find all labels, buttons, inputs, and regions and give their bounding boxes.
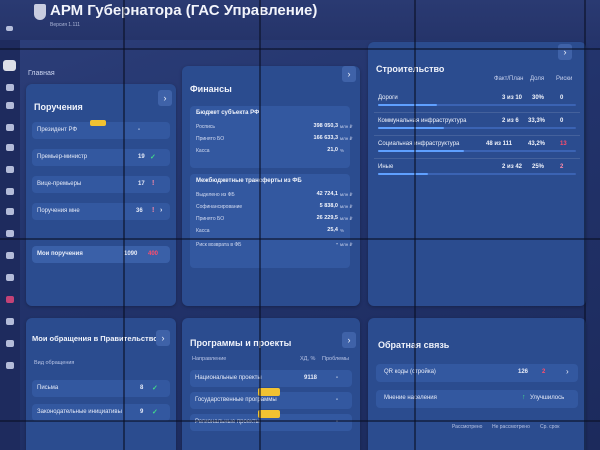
chevron-right-icon[interactable]: › — [160, 207, 163, 214]
progress-bar — [378, 150, 576, 152]
screen-seam — [0, 238, 600, 240]
alert-count: 2 — [542, 369, 546, 375]
list-icon[interactable] — [6, 144, 14, 151]
list-item[interactable]: Вице-премьеры 17 ! — [32, 176, 170, 193]
list-item[interactable]: Президент РФ - — [32, 122, 170, 139]
divider — [374, 112, 580, 113]
alert-count: 400 — [148, 251, 159, 257]
column-header: Рассмотрено — [452, 424, 483, 430]
opinion-row[interactable]: Мнение населения ↑ Улучшилось — [376, 390, 578, 408]
progress-fill — [378, 173, 428, 175]
panel-title: Мои обращения в Правительство — [32, 334, 158, 343]
progress-fill — [378, 150, 464, 152]
list-item[interactable]: Письма 8 ✓ — [32, 380, 170, 397]
arrow-up-icon: ↑ — [522, 394, 526, 401]
settings-icon[interactable] — [6, 362, 14, 369]
progress-fill — [378, 127, 444, 129]
list-item[interactable]: Премьер-министр 19 ✓ — [32, 149, 170, 166]
highlight-tag — [258, 388, 280, 396]
panel-title: Строительство — [376, 64, 445, 74]
map-icon[interactable] — [6, 318, 14, 325]
progress-bar — [378, 173, 576, 175]
panel-title: Поручения — [34, 102, 83, 112]
column-header: Факт/План — [494, 76, 524, 82]
highlight-tag — [90, 120, 106, 126]
calendar-icon[interactable] — [6, 274, 14, 281]
chevron-right-icon[interactable]: › — [342, 66, 356, 82]
table-row[interactable]: Социальная инфраструктура 48 из 111 43,2… — [374, 138, 580, 156]
check-icon: ✓ — [152, 409, 158, 416]
sidebar — [0, 40, 20, 450]
obrascheniya-panel: Мои обращения в Правительство › Вид обра… — [26, 318, 176, 450]
table-row[interactable]: Дороги 3 из 10 30% 0 — [374, 92, 580, 110]
panel-title: Программы и проекты — [190, 338, 292, 348]
screen-seam — [0, 48, 600, 50]
screen-seam — [0, 420, 600, 422]
highlight-tag — [258, 410, 280, 418]
list-item[interactable]: Поручения мне 36 ! › — [32, 203, 170, 220]
progress-bar — [378, 104, 576, 106]
chevron-right-icon[interactable]: › — [156, 330, 170, 346]
bell-icon[interactable] — [6, 208, 14, 215]
my-porucheniya-row[interactable]: Мои поручения 1090 400 — [32, 246, 170, 263]
chart-icon[interactable] — [6, 166, 14, 173]
phone-icon[interactable] — [6, 340, 14, 347]
divider — [374, 135, 580, 136]
check-icon: ✓ — [152, 385, 158, 392]
divider — [374, 158, 580, 159]
screen-seam — [123, 0, 125, 450]
chevron-right-icon[interactable]: › — [558, 44, 572, 60]
qr-codes-row[interactable]: QR коды (стройка) 126 2 › — [376, 364, 578, 382]
column-header: Риски — [556, 76, 573, 82]
document-icon[interactable] — [6, 124, 14, 131]
people-icon[interactable] — [6, 230, 14, 237]
column-header: ХД, % — [300, 356, 316, 362]
column-header: Вид обращения — [34, 360, 75, 366]
menu-icon[interactable] — [6, 26, 13, 31]
coat-of-arms-logo — [34, 4, 46, 20]
chevron-right-icon[interactable]: › — [566, 367, 569, 376]
progress-bar — [378, 127, 576, 129]
app-header: АРМ Губернатора (ГАС Управление) Версия … — [0, 0, 600, 40]
table-row[interactable]: Национальные проекты 9118 - — [190, 370, 352, 387]
table-row[interactable]: Региональные проекты - — [190, 414, 352, 431]
finansy-panel: Финансы › Бюджет субъекта РФ Роспись 398… — [182, 66, 360, 306]
panel-title: Обратная связь — [378, 340, 450, 350]
programmy-panel: Программы и проекты › Направление ХД, % … — [182, 318, 360, 450]
star-icon[interactable] — [6, 84, 14, 91]
table-row[interactable]: Иные 2 из 42 25% 2 — [374, 161, 580, 179]
chevron-right-icon[interactable]: › — [342, 332, 356, 348]
panel-title: Финансы — [190, 84, 232, 94]
list-item[interactable]: Законодательные инициативы 9 ✓ — [32, 404, 170, 421]
column-header: Доля — [530, 76, 545, 82]
building-icon[interactable] — [6, 188, 14, 195]
table-row[interactable]: Коммунальная инфраструктура 2 из 6 33,3%… — [374, 115, 580, 133]
feedback-panel: Обратная связь QR коды (стройка) 126 2 ›… — [368, 318, 586, 450]
home-icon[interactable] — [3, 60, 16, 71]
alert-icon[interactable] — [6, 296, 14, 303]
screen-seam — [414, 0, 416, 450]
app-title: АРМ Губернатора (ГАС Управление) — [50, 2, 318, 19]
breadcrumb[interactable]: Главная — [28, 70, 55, 77]
chevron-right-icon[interactable]: › — [158, 90, 172, 106]
screen-seam — [584, 0, 586, 450]
warning-icon: ! — [152, 180, 155, 187]
porucheniya-panel: Поручения › Президент РФ - Премьер-минис… — [26, 84, 176, 306]
column-header: Направление — [192, 356, 227, 362]
budget-box[interactable]: Бюджет субъекта РФ Роспись 398 050,3 млн… — [190, 106, 352, 168]
progress-fill — [378, 104, 438, 106]
screen-seam — [259, 0, 261, 450]
column-header: Ср. срок — [540, 424, 560, 430]
column-header: Проблемы — [322, 356, 349, 362]
table-row[interactable]: Государственные программы - — [190, 392, 352, 409]
transfers-box[interactable]: Межбюджетные трансферты из ФБ Выделено и… — [190, 174, 352, 268]
check-icon: ✓ — [150, 154, 156, 161]
chat-icon[interactable] — [6, 252, 14, 259]
app-version: Версия 1.111 — [50, 22, 81, 28]
column-header: Не рассмотрено — [492, 424, 530, 430]
globe-icon[interactable] — [6, 102, 14, 109]
warning-icon: ! — [152, 207, 155, 214]
